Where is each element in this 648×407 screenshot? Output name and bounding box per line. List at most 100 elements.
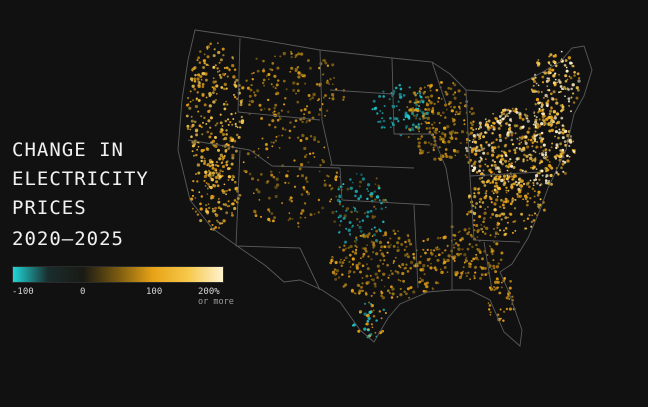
county-dot	[535, 126, 538, 129]
county-dot	[442, 262, 445, 265]
county-dot	[297, 52, 301, 56]
county-dot	[359, 235, 362, 237]
county-dot	[348, 260, 351, 263]
county-dot	[366, 280, 371, 284]
county-dot	[355, 263, 359, 268]
county-dot	[299, 216, 302, 219]
county-dot	[428, 126, 432, 130]
county-dot	[536, 133, 539, 136]
county-dot	[325, 80, 329, 84]
county-dot	[218, 222, 222, 225]
county-dot	[343, 244, 346, 247]
county-dot	[296, 175, 299, 178]
county-dot	[478, 138, 480, 140]
county-dot	[561, 87, 564, 90]
county-dot	[205, 96, 208, 99]
county-dot	[484, 273, 488, 276]
county-dot	[208, 104, 212, 108]
county-dot	[508, 123, 511, 127]
county-dot	[505, 307, 509, 311]
county-dot	[335, 272, 338, 275]
county-dot	[486, 152, 490, 155]
county-dot	[506, 131, 510, 135]
county-dot	[367, 328, 369, 331]
county-dot	[408, 86, 411, 89]
county-dot	[377, 184, 381, 188]
county-dot	[206, 55, 210, 59]
county-dot	[401, 271, 405, 276]
county-dot	[469, 158, 473, 162]
county-dot	[531, 159, 534, 162]
county-dot	[268, 210, 271, 213]
county-dot	[342, 217, 346, 220]
county-dot	[511, 143, 515, 146]
county-dot	[214, 163, 218, 167]
county-dot	[473, 192, 476, 195]
county-dot	[515, 183, 519, 187]
county-dot	[550, 116, 553, 119]
county-dot	[513, 207, 517, 210]
county-dot	[382, 220, 385, 224]
county-dot	[288, 217, 292, 221]
county-dot	[542, 208, 546, 212]
county-dot	[306, 192, 311, 196]
county-dot	[512, 182, 516, 186]
county-dot	[296, 82, 300, 86]
county-dot	[479, 205, 482, 209]
county-dot	[544, 148, 548, 151]
county-dot	[553, 116, 557, 120]
county-dot	[424, 108, 427, 111]
county-dot	[331, 255, 334, 259]
county-dot	[499, 119, 502, 122]
county-dot	[304, 82, 307, 85]
county-dot	[524, 135, 528, 138]
county-dot	[335, 210, 338, 213]
county-dot	[534, 151, 537, 154]
county-dot	[477, 127, 480, 130]
county-dot	[222, 203, 225, 206]
county-dot	[367, 255, 370, 258]
county-dot	[538, 178, 541, 181]
county-dot	[370, 294, 373, 297]
county-dot	[208, 94, 212, 98]
county-dot	[298, 167, 302, 171]
county-dot	[479, 125, 482, 129]
county-dot	[547, 122, 550, 125]
county-dot	[275, 135, 278, 138]
county-dot	[415, 103, 418, 107]
county-dot	[474, 265, 478, 269]
county-dot	[193, 87, 197, 91]
county-dot	[454, 273, 458, 277]
county-dot	[531, 166, 535, 170]
county-dot	[559, 149, 562, 152]
county-dot	[499, 205, 502, 209]
county-dot	[479, 197, 483, 201]
county-dot	[481, 180, 486, 184]
county-dot	[210, 132, 213, 135]
title-line-3: PRICES	[12, 197, 87, 219]
county-dot	[558, 73, 560, 76]
county-dot	[396, 246, 399, 249]
county-dot	[405, 263, 408, 266]
county-dot	[301, 133, 305, 138]
county-dot	[545, 179, 548, 182]
county-dot	[457, 105, 461, 109]
county-dot	[396, 271, 400, 275]
county-dot	[206, 164, 209, 167]
county-dot	[552, 74, 556, 78]
county-dot	[443, 126, 447, 130]
county-dot	[534, 173, 539, 178]
county-dot	[537, 101, 540, 104]
county-dot	[300, 73, 304, 77]
county-dot	[223, 74, 226, 77]
county-dot	[374, 272, 378, 276]
county-dot	[439, 271, 443, 274]
county-dot	[559, 104, 562, 107]
county-dot	[423, 86, 426, 89]
county-dot	[491, 121, 495, 125]
county-dot	[469, 265, 472, 268]
county-dot	[439, 157, 443, 161]
county-dot	[452, 233, 455, 237]
county-dot	[219, 207, 223, 211]
county-dot	[331, 83, 334, 86]
